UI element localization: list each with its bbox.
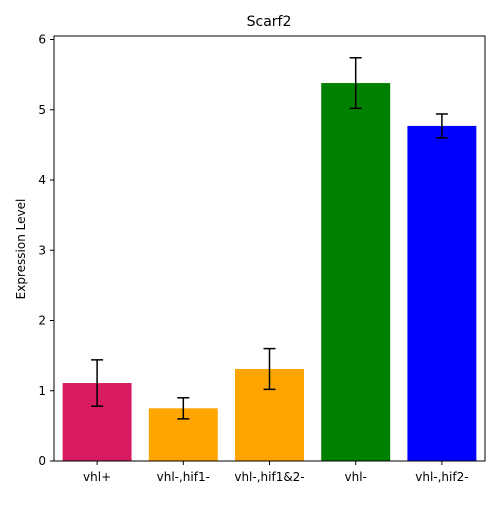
- bar: [407, 125, 477, 461]
- y-tick-label: 5: [38, 103, 46, 117]
- y-tick-label: 3: [38, 243, 46, 257]
- x-tick-label: vhl-,hif2-: [415, 470, 468, 484]
- x-tick-label: vhl+: [83, 470, 111, 484]
- y-axis-label: Expression Level: [14, 199, 28, 300]
- y-tick-label: 4: [38, 173, 46, 187]
- plot-area: vhl+ vhl-,hif1- vhl-,hif1&2- vhl-vhl-,hif2-…: [38, 33, 486, 484]
- x-tick-label: vhl-,hif1-: [157, 470, 210, 484]
- y-tick-label: 0: [38, 454, 46, 468]
- x-tick-label: vhl-,hif1&2-: [234, 470, 304, 484]
- y-tick-label: 1: [38, 384, 46, 398]
- axes-frame: [53, 35, 486, 462]
- chart-title: Scarf2: [247, 14, 292, 30]
- y-tick-label: 2: [38, 314, 46, 328]
- bar: [321, 83, 391, 462]
- x-tick-label: vhl-: [345, 470, 367, 484]
- y-tick-label: 6: [38, 33, 46, 47]
